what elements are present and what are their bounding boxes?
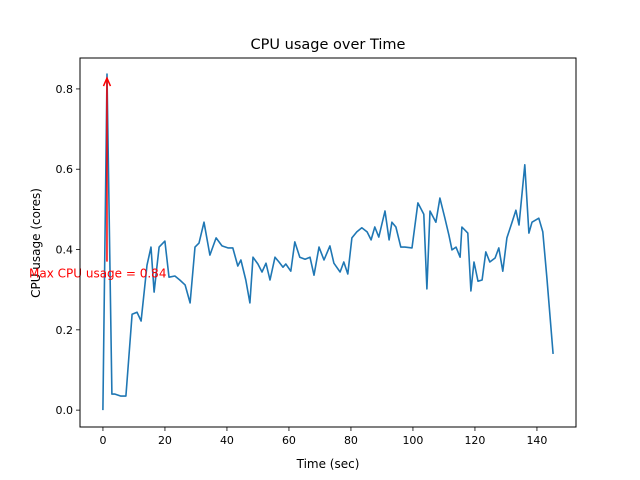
x-axis-ticks: 0 20 40 60 80 100 120 140 (99, 427, 547, 447)
x-tick-label: 60 (282, 434, 296, 447)
cpu-usage-line (102, 73, 554, 411)
x-tick-label: 40 (220, 434, 234, 447)
y-axis-ticks: 0.0 0.2 0.4 0.6 0.8 (56, 83, 80, 417)
y-tick-label: 0.6 (56, 163, 74, 176)
x-tick-label: 0 (99, 434, 106, 447)
y-tick-label: 0.2 (56, 324, 74, 337)
max-annotation: Max CPU usage = 0.84 (29, 76, 166, 281)
y-tick-label: 0.4 (56, 244, 74, 257)
annotation-label: Max CPU usage = 0.84 (29, 267, 166, 281)
x-tick-label: 20 (158, 434, 172, 447)
annotation-arrow-head-icon (102, 76, 112, 87)
series-group (102, 73, 554, 411)
y-axis-label: CPU usage (cores) (29, 188, 43, 298)
x-tick-label: 140 (526, 434, 547, 447)
y-tick-label: 0.0 (56, 404, 74, 417)
chart-title: CPU usage over Time (251, 37, 406, 53)
x-tick-label: 100 (402, 434, 423, 447)
x-tick-label: 120 (464, 434, 485, 447)
plot-frame (79, 57, 577, 428)
x-axis-label: Time (sec) (296, 457, 360, 471)
y-tick-label: 0.8 (56, 83, 74, 96)
x-tick-label: 80 (344, 434, 358, 447)
